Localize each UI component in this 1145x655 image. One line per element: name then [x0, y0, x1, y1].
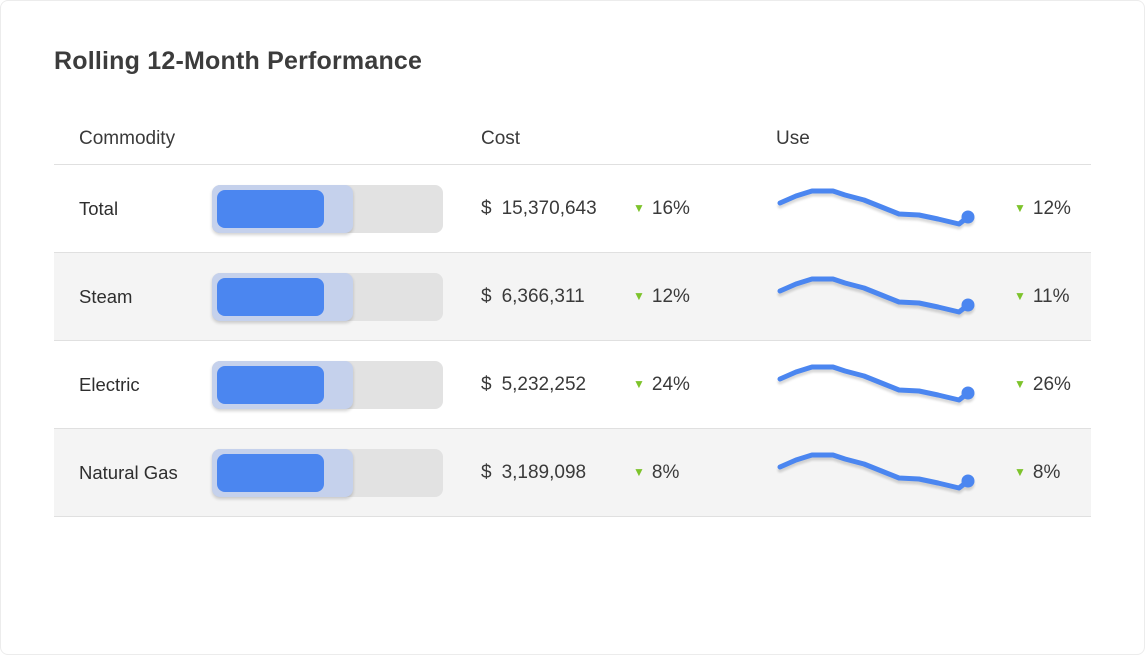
commodity-label: Natural Gas	[79, 461, 178, 483]
down-triangle-icon: ▼	[633, 200, 645, 215]
use-change-percent: 12%	[1032, 197, 1071, 219]
currency-symbol: $	[481, 285, 492, 307]
bar-value	[217, 453, 324, 492]
use-change: ▼ 26%	[1014, 374, 1094, 396]
column-header-use: Use	[776, 128, 810, 149]
use-sparkline-chart	[776, 269, 976, 325]
use-sparkline-chart	[776, 445, 976, 501]
cost-change: ▼ 12%	[633, 286, 708, 308]
down-triangle-icon: ▼	[1014, 464, 1026, 479]
cost-change: ▼ 16%	[633, 198, 708, 220]
bar-track	[212, 448, 443, 497]
sparkline-icon	[777, 364, 975, 402]
use-change: ▼ 8%	[1014, 462, 1094, 484]
cost-amount: 6,366,311	[501, 285, 585, 307]
currency-symbol: $	[481, 373, 492, 395]
cost-value: $3,189,098	[481, 462, 633, 484]
down-triangle-icon: ▼	[633, 288, 645, 303]
down-triangle-icon: ▼	[1014, 288, 1026, 303]
cost-amount: 5,232,252	[501, 373, 587, 395]
bar-track	[212, 272, 443, 321]
table-row: Total $15,370,643 ▼ 16% ▼ 12%	[54, 165, 1091, 253]
cost-bar-chart	[212, 184, 443, 233]
use-change-percent: 26%	[1032, 373, 1071, 395]
cost-bar-chart	[212, 272, 443, 321]
commodity-label: Total	[79, 197, 119, 219]
down-triangle-icon: ▼	[633, 376, 645, 391]
cost-change: ▼ 8%	[633, 462, 708, 484]
commodity-label: Electric	[79, 373, 140, 395]
currency-symbol: $	[481, 461, 492, 483]
bar-value	[217, 277, 324, 316]
down-triangle-icon: ▼	[1014, 200, 1026, 215]
cost-change-percent: 12%	[651, 285, 690, 307]
commodity-label: Steam	[79, 285, 133, 307]
use-change: ▼ 12%	[1014, 198, 1094, 220]
cost-bar-chart	[212, 360, 443, 409]
table-row: Electric $5,232,252 ▼ 24% ▼ 26%	[54, 341, 1091, 429]
use-sparkline-chart	[776, 181, 976, 237]
down-triangle-icon: ▼	[633, 464, 645, 479]
use-sparkline-chart	[776, 357, 976, 413]
column-header-commodity: Commodity	[79, 128, 176, 149]
cost-value: $6,366,311	[481, 286, 633, 308]
cost-change-percent: 16%	[651, 197, 690, 219]
bar-value	[217, 189, 324, 228]
column-header-cost: Cost	[481, 128, 521, 149]
performance-table: Commodity Cost Use Total $15,370,643 ▼ 16…	[54, 76, 1091, 517]
bar-track	[212, 184, 443, 233]
use-change-percent: 8%	[1032, 461, 1061, 483]
sparkline-icon	[777, 188, 975, 226]
sparkline-icon	[777, 276, 975, 314]
cost-change-percent: 24%	[651, 373, 690, 395]
table-row: Steam $6,366,311 ▼ 12% ▼ 11%	[54, 253, 1091, 341]
cost-bar-chart	[212, 448, 443, 497]
cost-amount: 3,189,098	[501, 461, 587, 483]
table-header-row: Commodity Cost Use	[54, 76, 1091, 165]
bar-track	[212, 360, 443, 409]
currency-symbol: $	[481, 197, 492, 219]
cost-value: $5,232,252	[481, 374, 633, 396]
cost-amount: 15,370,643	[501, 197, 597, 219]
use-change-percent: 11%	[1032, 285, 1070, 307]
page-title: Rolling 12-Month Performance	[54, 47, 423, 75]
bar-value	[217, 365, 324, 404]
use-change: ▼ 11%	[1014, 286, 1094, 308]
cost-value: $15,370,643	[481, 198, 633, 220]
sparkline-icon	[777, 452, 975, 490]
cost-change: ▼ 24%	[633, 374, 708, 396]
cost-change-percent: 8%	[651, 461, 680, 483]
down-triangle-icon: ▼	[1014, 376, 1026, 391]
table-row: Natural Gas $3,189,098 ▼ 8% ▼ 8%	[54, 429, 1091, 517]
